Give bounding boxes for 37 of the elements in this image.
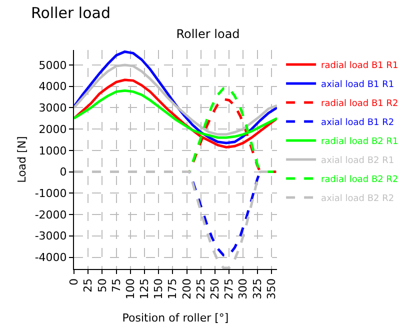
chart-title: Roller load <box>176 27 240 42</box>
x-tick-label: 175 <box>166 278 180 300</box>
legend-label: axial load B1 R1 <box>321 80 394 90</box>
y-axis-title: Load [N] <box>15 136 28 183</box>
x-tick-label: 225 <box>194 278 208 300</box>
x-tick-label: 75 <box>110 278 123 292</box>
y-tick-label: 5000 <box>38 58 67 72</box>
legend-label: radial load B1 R1 <box>321 61 398 72</box>
x-tick-label: 100 <box>124 278 137 300</box>
x-tick-label: 125 <box>138 278 152 300</box>
y-tick-label: 0 <box>60 166 67 179</box>
x-tick-label: 300 <box>236 278 250 300</box>
x-tick-label: 325 <box>250 278 264 300</box>
y-tick-label: 3000 <box>38 102 67 115</box>
x-tick-label: 50 <box>96 278 109 292</box>
legend-label: axial load B1 R2 <box>321 118 394 128</box>
x-tick-label: 250 <box>208 278 222 300</box>
x-tick-label: 275 <box>222 278 236 300</box>
x-tick-label: 0 <box>68 278 81 286</box>
x-tick-label: 150 <box>152 278 166 300</box>
x-tick-label: 200 <box>180 278 194 300</box>
legend-label: radial load B2 R1 <box>321 137 398 148</box>
y-tick-label: 1000 <box>38 144 67 158</box>
x-axis-title: Position of roller [°] <box>122 312 229 325</box>
x-tick-label: 25 <box>82 278 95 292</box>
legend-label: radial load B2 R2 <box>321 175 398 186</box>
legend-label: radial load B1 R2 <box>321 99 398 110</box>
legend-label: axial load B2 R1 <box>321 156 394 166</box>
y-tick-label: 2000 <box>38 122 67 136</box>
x-tick-label: 350 <box>264 278 278 300</box>
y-tick-label: -1000 <box>34 187 67 200</box>
y-tick-label: -2000 <box>34 208 67 222</box>
y-tick-label: -4000 <box>34 251 67 264</box>
legend-label: axial load B2 R2 <box>321 194 394 204</box>
text: Roller load <box>31 4 110 22</box>
y-tick-label: -3000 <box>34 230 67 243</box>
y-tick-label: 4000 <box>38 80 67 94</box>
